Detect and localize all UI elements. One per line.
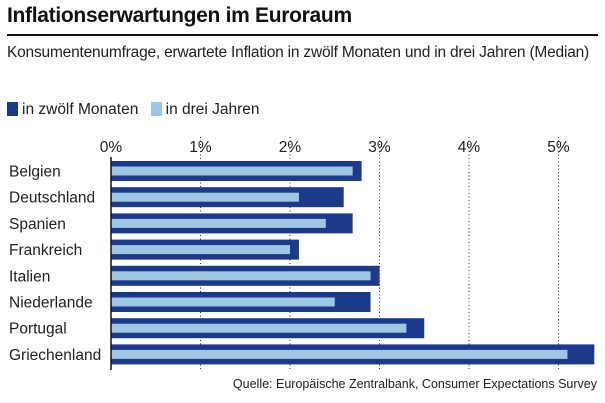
category-label: Niederlande bbox=[9, 295, 93, 312]
category-label: Belgien bbox=[9, 164, 61, 181]
category-label: Deutschland bbox=[9, 190, 95, 207]
x-tick-label: 0% bbox=[100, 139, 123, 156]
bar-three-years bbox=[111, 192, 299, 202]
x-tick-label: 1% bbox=[189, 139, 212, 156]
bar-three-years bbox=[111, 297, 335, 307]
chart-subtitle: Konsumentenumfrage, erwartete Inflation … bbox=[7, 44, 590, 61]
bar-three-years bbox=[111, 245, 290, 255]
x-tick-label: 3% bbox=[368, 139, 391, 156]
legend-item-three-years: in drei Jahren bbox=[150, 101, 260, 119]
title-rule bbox=[7, 34, 598, 36]
legend: in zwölf Monaten in drei Jahren bbox=[7, 101, 268, 119]
category-label: Spanien bbox=[9, 216, 66, 233]
x-tick-label: 2% bbox=[279, 139, 302, 156]
x-tick-label: 5% bbox=[547, 139, 570, 156]
category-label: Portugal bbox=[9, 321, 67, 338]
source-note: Quelle: Europäische Zentralbank, Consume… bbox=[232, 377, 597, 391]
legend-item-twelve-months: in zwölf Monaten bbox=[7, 101, 138, 119]
bar-three-years bbox=[111, 218, 326, 228]
x-tick-label: 4% bbox=[458, 139, 481, 156]
legend-swatch-twelve-months bbox=[7, 102, 18, 116]
legend-label-twelve-months: in zwölf Monaten bbox=[22, 101, 139, 118]
bar-three-years bbox=[111, 271, 371, 281]
bar-three-years bbox=[111, 349, 568, 359]
legend-label-three-years: in drei Jahren bbox=[165, 101, 260, 118]
legend-swatch-three-years bbox=[150, 102, 162, 116]
bar-three-years bbox=[111, 166, 353, 176]
category-label: Italien bbox=[9, 268, 50, 285]
category-label: Frankreich bbox=[9, 242, 82, 259]
chart-title: Inflationserwartungen im Euroraum bbox=[7, 4, 352, 27]
bar-three-years bbox=[111, 323, 407, 333]
category-label: Griechenland bbox=[9, 347, 101, 364]
